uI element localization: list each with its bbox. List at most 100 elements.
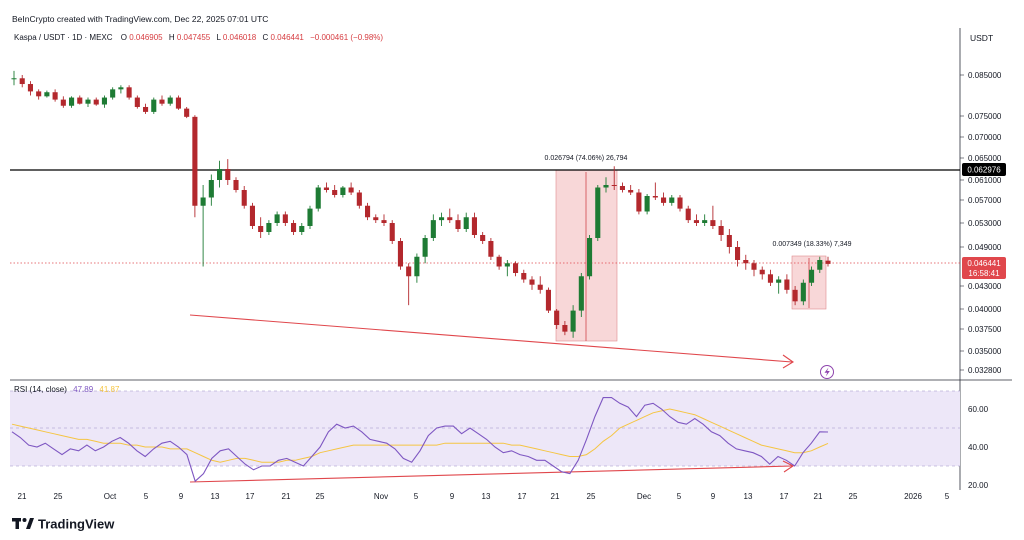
candle <box>225 159 231 185</box>
candle <box>36 89 42 100</box>
candle-body <box>332 190 338 195</box>
candle-body <box>644 196 650 212</box>
price-trend-line <box>189 314 793 363</box>
candle-body <box>167 97 173 104</box>
candle <box>27 81 33 96</box>
candle <box>439 212 445 226</box>
candle-body <box>36 91 42 97</box>
time-tick-label: 13 <box>211 492 220 501</box>
open-label: O <box>121 33 127 42</box>
candle <box>578 273 584 317</box>
candle-body <box>93 99 99 105</box>
candle <box>735 241 741 267</box>
candle-body <box>496 256 502 267</box>
price-tick-label: 0.085000 <box>968 71 1002 80</box>
candle-body <box>809 269 815 283</box>
time-tick-label: 9 <box>179 492 184 501</box>
candle <box>480 232 486 244</box>
time-tick-label: 25 <box>54 492 63 501</box>
candle <box>685 205 691 223</box>
candle-body <box>521 273 527 280</box>
candle <box>677 195 683 212</box>
candle <box>389 220 395 244</box>
candle-body <box>143 106 149 112</box>
candle <box>710 205 716 229</box>
rsi-tick-label: 40.00 <box>968 443 989 452</box>
candle-body <box>677 197 683 209</box>
measure-label-1: 0.026794 (74.06%) 26,794 <box>545 155 628 162</box>
candle-body <box>184 108 190 117</box>
close-value: 0.046441 <box>271 33 305 42</box>
candle <box>19 75 25 88</box>
time-tick-label: 21 <box>18 492 27 501</box>
candle <box>463 212 469 232</box>
low-value: 0.046018 <box>223 33 257 42</box>
candle <box>52 89 58 102</box>
candle-body <box>619 186 625 190</box>
candle-body <box>299 226 305 232</box>
candle-body <box>792 289 798 302</box>
candle <box>644 194 650 215</box>
candle-body <box>603 185 609 188</box>
candle <box>340 186 346 198</box>
candle <box>661 192 667 206</box>
resistance-price-badge <box>962 163 1006 176</box>
candle <box>669 195 675 206</box>
rsi-value: 47.89 <box>73 385 94 394</box>
time-tick-label: 9 <box>711 492 716 501</box>
candle-body <box>652 196 658 198</box>
candle <box>143 103 149 114</box>
low-label: L <box>216 33 221 42</box>
candle <box>809 266 815 286</box>
candle <box>348 182 354 195</box>
candle <box>274 211 280 226</box>
candle-body <box>397 241 403 267</box>
rsi-band <box>10 391 960 466</box>
candle-body <box>685 208 691 221</box>
time-tick-label: Dec <box>637 492 651 501</box>
candle-body <box>735 247 741 260</box>
candle <box>545 287 551 313</box>
candle-body <box>751 263 757 270</box>
candle-body <box>233 180 239 190</box>
candle <box>192 115 198 218</box>
candle-body <box>274 214 280 223</box>
rsi-trend-arrowhead <box>782 460 795 473</box>
candle <box>11 70 17 86</box>
candle <box>101 95 107 108</box>
candle <box>759 266 765 280</box>
candle <box>718 220 724 241</box>
candle <box>282 211 288 226</box>
time-tick-label: 5 <box>945 492 950 501</box>
candle <box>151 97 157 114</box>
candle-body <box>340 187 346 195</box>
change-value: −0.000461 (−0.98%) <box>310 33 383 42</box>
time-tick-label: 17 <box>246 492 255 501</box>
candle-body <box>11 78 17 80</box>
candle-body <box>348 187 354 193</box>
candle <box>800 279 806 306</box>
candle <box>200 185 206 267</box>
time-tick-label: 5 <box>144 492 149 501</box>
candle <box>471 212 477 238</box>
candle <box>184 106 190 119</box>
candle <box>792 286 798 306</box>
candle <box>291 220 297 235</box>
candle-body <box>776 279 782 283</box>
candle <box>110 87 116 100</box>
candle-body <box>258 226 264 232</box>
candle <box>751 260 757 277</box>
candle-body <box>718 226 724 235</box>
candle <box>537 276 543 294</box>
time-tick-label: 5 <box>677 492 682 501</box>
candle <box>332 185 338 198</box>
candle-body <box>192 116 198 206</box>
price-tick-label: 0.075000 <box>968 112 1002 121</box>
candle <box>817 256 823 273</box>
candle <box>381 214 387 226</box>
candle-body <box>77 97 83 104</box>
time-tick-label: Oct <box>104 492 117 501</box>
candle-body <box>85 99 91 104</box>
candle <box>693 214 699 226</box>
